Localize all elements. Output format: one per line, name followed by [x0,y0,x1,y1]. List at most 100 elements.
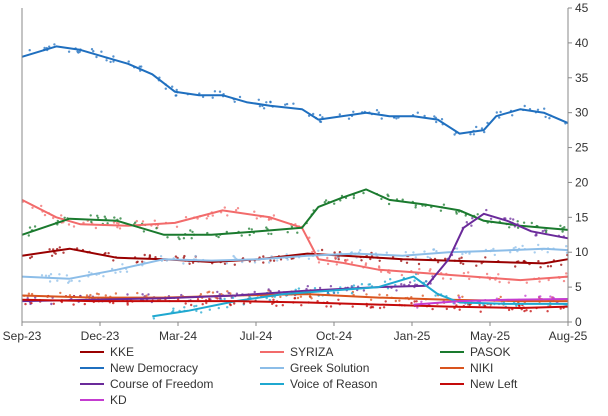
poll-marker [140,65,143,68]
poll-marker [296,296,300,300]
poll-marker [548,117,551,120]
poll-marker [175,94,178,97]
poll-marker [485,272,489,276]
poll-marker [378,259,381,262]
poll-marker [546,310,549,313]
poll-marker [319,120,323,124]
poll-marker [415,300,418,303]
poll-marker [50,254,54,257]
poll-marker [153,219,156,222]
poll-marker [360,283,364,286]
poll-marker [199,293,203,296]
poll-marker [248,260,251,263]
poll-marker [26,297,29,300]
poll-marker [141,260,144,263]
poll-marker [268,261,271,264]
poll-marker [511,114,514,117]
poll-marker [175,88,178,92]
poll-marker [333,202,336,205]
poll-marker [286,231,289,234]
poll-marker [211,96,214,99]
poll-marker [213,90,217,93]
poll-marker [458,296,461,299]
x-tick-label: Sep-23 [3,329,42,343]
poll-marker [269,289,272,293]
poll-marker [410,301,413,305]
poll-marker [68,294,72,297]
poll-marker [34,296,37,299]
poll-marker [413,300,416,303]
poll-marker [225,230,228,234]
poll-marker [486,121,489,125]
poll-marker [507,281,511,284]
poll-marker [85,294,89,297]
poll-marker [24,302,27,306]
poll-marker [468,252,471,255]
poll-marker [48,45,51,48]
poll-marker [240,234,243,237]
poll-marker [40,274,44,277]
poll-marker [223,297,226,301]
poll-marker [200,311,203,314]
poll-marker [515,304,518,307]
poll-marker [63,216,66,219]
poll-marker [457,294,460,297]
poll-marker [225,262,228,265]
poll-marker [223,206,226,209]
poll-marker [60,214,63,217]
poll-marker [193,305,196,308]
poll-marker [508,226,511,229]
poll-marker [62,251,65,254]
poll-marker [380,117,383,120]
poll-marker [189,229,192,232]
poll-marker [174,255,178,258]
y-tick-label: 40 [575,36,589,50]
poll-marker [148,255,152,258]
poll-marker [337,298,340,301]
poll-marker [126,293,129,296]
poll-marker [329,305,333,308]
poll-marker [226,290,229,293]
poll-marker [414,206,417,209]
poll-marker [382,306,386,309]
poll-marker [102,275,105,278]
poll-marker [72,225,76,228]
poll-marker [292,102,295,105]
poll-marker [147,293,150,296]
poll-marker [563,226,566,229]
poll-marker [184,302,187,305]
poll-marker [232,254,235,258]
poll-marker [27,234,30,237]
poll-marker [352,196,355,200]
poll-marker [379,270,383,273]
poll-marker [538,280,541,283]
poll-marker [141,220,145,223]
poll-marker [164,87,167,90]
poll-marker [67,223,71,226]
poll-marker [233,302,236,305]
poll-marker [125,270,129,273]
poll-marker [408,281,412,284]
poll-marker [180,293,183,297]
poll-marker [135,219,138,223]
poll-marker [104,251,107,255]
poll-marker [177,236,180,239]
poll-marker [59,291,62,295]
poll-marker [114,271,117,274]
poll-marker [562,279,566,283]
poll-marker [90,48,94,51]
poll-marker [267,288,270,291]
poll-marker [262,107,266,110]
poll-marker [238,95,242,99]
x-tick-label: Aug-25 [549,329,588,343]
series-line [152,275,568,318]
poll-marker [49,273,53,276]
poll-marker [465,221,468,224]
poll-marker [471,217,474,220]
poll-marker [299,295,303,298]
poll-marker [398,299,401,302]
poll-marker [389,278,392,281]
poll-marker [536,108,540,112]
poll-marker [391,255,395,259]
poll-marker [216,290,219,294]
